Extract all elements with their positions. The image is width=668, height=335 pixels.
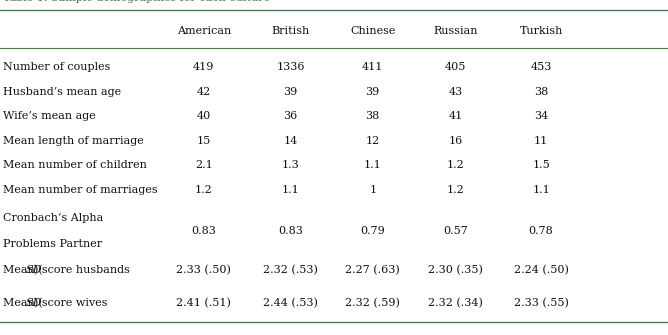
- Text: Mean length of marriage: Mean length of marriage: [3, 136, 144, 146]
- Text: 15: 15: [196, 136, 211, 146]
- Text: 34: 34: [534, 111, 548, 121]
- Text: 11: 11: [534, 136, 548, 146]
- Text: Mean number of marriages: Mean number of marriages: [3, 185, 157, 195]
- Text: 1.2: 1.2: [447, 185, 464, 195]
- Text: 1.2: 1.2: [447, 160, 464, 170]
- Text: 16: 16: [448, 136, 463, 146]
- Text: Turkish: Turkish: [520, 26, 562, 36]
- Text: Husband’s mean age: Husband’s mean age: [3, 87, 121, 97]
- Text: 39: 39: [283, 87, 298, 97]
- Text: 2.32 (.59): 2.32 (.59): [345, 298, 400, 308]
- Text: Chinese: Chinese: [350, 26, 395, 36]
- Text: 36: 36: [283, 111, 298, 121]
- Text: 2.41 (.51): 2.41 (.51): [176, 298, 231, 308]
- Text: 1.1: 1.1: [532, 185, 550, 195]
- Text: SD: SD: [26, 265, 43, 275]
- Text: 38: 38: [365, 111, 380, 121]
- Text: 2.30 (.35): 2.30 (.35): [428, 265, 483, 275]
- Text: 38: 38: [534, 87, 548, 97]
- Text: ) score husbands: ) score husbands: [33, 265, 130, 275]
- Text: 1.1: 1.1: [282, 185, 299, 195]
- Text: 12: 12: [365, 136, 380, 146]
- Text: British: British: [271, 26, 310, 36]
- Text: 2.24 (.50): 2.24 (.50): [514, 265, 568, 275]
- Text: 2.33 (.50): 2.33 (.50): [176, 265, 231, 275]
- Text: 1: 1: [369, 185, 376, 195]
- Text: Mean (: Mean (: [3, 298, 42, 308]
- Text: 0.78: 0.78: [528, 226, 554, 236]
- Text: Mean (: Mean (: [3, 265, 42, 275]
- Text: 43: 43: [448, 87, 463, 97]
- Text: 1.2: 1.2: [195, 185, 212, 195]
- Text: 0.57: 0.57: [443, 226, 468, 236]
- Text: 411: 411: [362, 62, 383, 72]
- Text: 1.3: 1.3: [282, 160, 299, 170]
- Text: 453: 453: [530, 62, 552, 72]
- Text: 42: 42: [196, 87, 211, 97]
- Text: American: American: [176, 26, 231, 36]
- Text: 40: 40: [196, 111, 211, 121]
- Text: 39: 39: [365, 87, 380, 97]
- Text: Number of couples: Number of couples: [3, 62, 110, 72]
- Text: Russian: Russian: [434, 26, 478, 36]
- Text: 2.33 (.55): 2.33 (.55): [514, 298, 568, 308]
- Text: 2.27 (.63): 2.27 (.63): [345, 265, 400, 275]
- Text: 41: 41: [448, 111, 463, 121]
- Text: 405: 405: [445, 62, 466, 72]
- Text: 2.44 (.53): 2.44 (.53): [263, 298, 318, 308]
- Text: 0.83: 0.83: [278, 226, 303, 236]
- Text: 2.32 (.53): 2.32 (.53): [263, 265, 318, 275]
- Text: SD: SD: [26, 298, 43, 308]
- Text: Wife’s mean age: Wife’s mean age: [3, 111, 96, 121]
- Text: 14: 14: [283, 136, 298, 146]
- Text: 2.32 (.34): 2.32 (.34): [428, 298, 483, 308]
- Text: 0.83: 0.83: [191, 226, 216, 236]
- Text: 1.1: 1.1: [364, 160, 381, 170]
- Text: Table 1. Sample demographics for each culture: Table 1. Sample demographics for each cu…: [3, 0, 270, 3]
- Text: 1.5: 1.5: [532, 160, 550, 170]
- Text: 419: 419: [193, 62, 214, 72]
- Text: Mean number of children: Mean number of children: [3, 160, 146, 170]
- Text: 1336: 1336: [277, 62, 305, 72]
- Text: 2.1: 2.1: [195, 160, 212, 170]
- Text: Problems Partner: Problems Partner: [3, 239, 102, 249]
- Text: 0.79: 0.79: [360, 226, 385, 236]
- Text: Cronbach’s Alpha: Cronbach’s Alpha: [3, 213, 103, 223]
- Text: ) score wives: ) score wives: [33, 298, 107, 308]
